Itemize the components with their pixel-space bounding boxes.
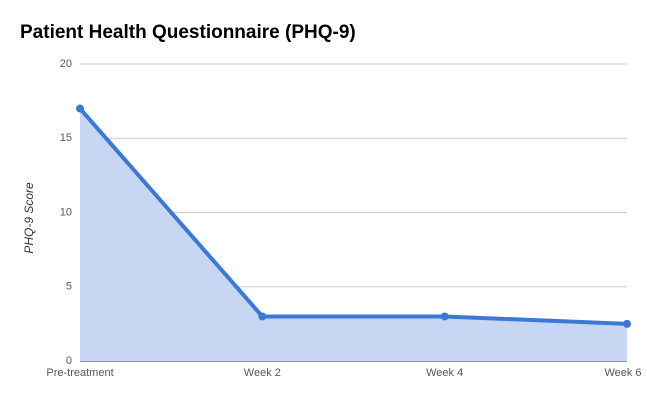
x-tick-label: Week 4 (426, 367, 463, 379)
y-tick-label: 5 (66, 281, 72, 293)
point (440, 312, 449, 321)
point (76, 104, 84, 113)
point (623, 319, 631, 328)
y-axis-label: PHQ-9 Score (22, 182, 36, 254)
y-tick-label: 15 (60, 132, 72, 144)
chart-title: Patient Health Questionnaire (PHQ-9) (20, 22, 356, 43)
y-tick-label: 20 (60, 58, 72, 70)
y-tick-label: 10 (60, 206, 72, 218)
x-tick-label: Week 2 (244, 367, 281, 379)
point (258, 312, 267, 321)
x-tick-label: Week 6 (604, 367, 641, 379)
x-tick-label: Pre-treatment (46, 367, 113, 379)
line (78, 107, 628, 326)
y-tick-label: 0 (66, 355, 72, 367)
area (80, 108, 627, 361)
